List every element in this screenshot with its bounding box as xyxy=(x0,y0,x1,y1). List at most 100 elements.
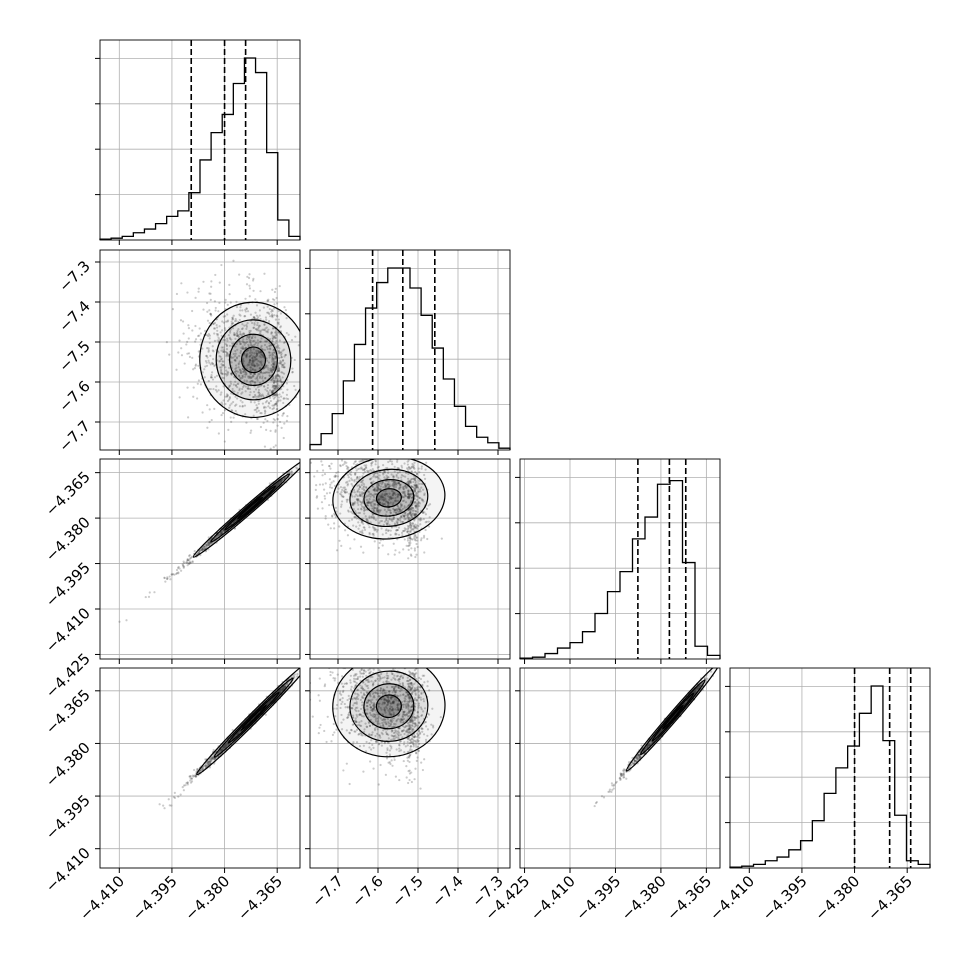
sample-point xyxy=(281,479,284,482)
sample-point xyxy=(408,537,411,540)
sample-point xyxy=(241,323,244,326)
sample-point xyxy=(234,318,237,321)
sample-point xyxy=(226,339,229,342)
sample-point xyxy=(277,400,280,403)
sample-point xyxy=(395,483,398,487)
sample-point xyxy=(197,552,200,555)
sample-point xyxy=(251,337,254,340)
sample-point xyxy=(259,370,262,374)
sample-point xyxy=(205,354,208,357)
sample-point xyxy=(397,506,400,510)
sample-point xyxy=(275,483,278,486)
sample-point xyxy=(390,497,393,500)
sample-point xyxy=(248,363,251,367)
sample-point xyxy=(334,506,338,509)
sample-point xyxy=(422,534,426,538)
sample-point xyxy=(413,487,416,491)
sample-point xyxy=(175,572,178,576)
sample-point xyxy=(354,472,357,475)
sample-point xyxy=(284,353,287,357)
sample-point xyxy=(189,561,192,564)
sample-point xyxy=(340,493,343,496)
sample-point xyxy=(278,379,282,382)
sample-point xyxy=(272,367,275,371)
sample-point xyxy=(222,338,225,342)
sample-point xyxy=(221,364,224,367)
sample-point xyxy=(188,554,191,557)
sample-point xyxy=(413,519,416,522)
sample-point xyxy=(410,499,413,502)
sample-point xyxy=(173,796,177,800)
sample-point xyxy=(215,374,219,377)
sample-point xyxy=(252,347,255,351)
sample-point xyxy=(254,355,257,358)
sample-point xyxy=(144,595,147,599)
sample-point xyxy=(407,509,410,512)
sample-point xyxy=(379,485,382,488)
sample-point xyxy=(276,482,280,485)
sample-point xyxy=(245,325,249,328)
sample-point xyxy=(363,464,366,467)
sample-point xyxy=(272,358,275,361)
sample-point xyxy=(410,515,413,518)
sample-point xyxy=(241,405,244,408)
sample-point xyxy=(177,571,180,574)
sample-point xyxy=(377,504,380,507)
sample-point xyxy=(207,350,210,353)
sample-point xyxy=(407,518,410,521)
sample-point xyxy=(320,460,323,463)
sample-point xyxy=(263,405,266,408)
sample-point xyxy=(270,367,273,370)
sample-point xyxy=(274,337,277,340)
sample-point xyxy=(209,313,212,316)
sample-point xyxy=(220,366,223,369)
sample-point xyxy=(402,548,405,551)
sample-point xyxy=(274,389,277,392)
sample-point xyxy=(399,515,403,518)
sample-point xyxy=(373,502,377,505)
sample-point xyxy=(249,373,253,376)
sample-point xyxy=(406,530,409,534)
sample-point xyxy=(384,486,387,489)
sample-point xyxy=(223,372,227,376)
sample-point xyxy=(334,474,337,478)
sample-point xyxy=(374,518,377,522)
sample-point xyxy=(263,366,266,369)
sample-point xyxy=(374,476,377,479)
sample-point xyxy=(238,340,241,344)
sample-point xyxy=(199,548,202,551)
sample-point xyxy=(274,374,277,377)
sample-point xyxy=(358,477,361,481)
sample-point xyxy=(276,483,279,486)
sample-point xyxy=(338,539,341,542)
sample-point xyxy=(394,509,397,512)
sample-point xyxy=(411,512,414,515)
sample-point xyxy=(363,528,367,531)
sample-point xyxy=(245,353,248,356)
sample-point xyxy=(254,377,257,380)
sample-point xyxy=(260,395,263,398)
sample-point xyxy=(413,486,416,489)
sample-point xyxy=(348,519,351,522)
sample-point xyxy=(220,263,223,267)
sample-point xyxy=(179,319,183,322)
sample-point xyxy=(415,486,418,489)
sample-point xyxy=(390,460,393,463)
sample-point xyxy=(338,525,341,528)
sample-point xyxy=(380,494,384,497)
sample-point xyxy=(256,316,260,319)
sample-point xyxy=(409,537,412,540)
sample-point xyxy=(260,412,263,415)
sample-point xyxy=(418,502,422,505)
sample-point xyxy=(278,352,281,355)
sample-point xyxy=(375,489,378,492)
sample-point xyxy=(376,510,380,514)
sample-point xyxy=(392,490,395,493)
density-contour xyxy=(215,319,292,401)
sample-point xyxy=(280,426,283,429)
sample-point xyxy=(253,355,256,359)
sample-point xyxy=(274,362,277,366)
sample-point xyxy=(376,487,379,491)
sample-point xyxy=(273,393,276,397)
sample-point xyxy=(219,371,223,374)
